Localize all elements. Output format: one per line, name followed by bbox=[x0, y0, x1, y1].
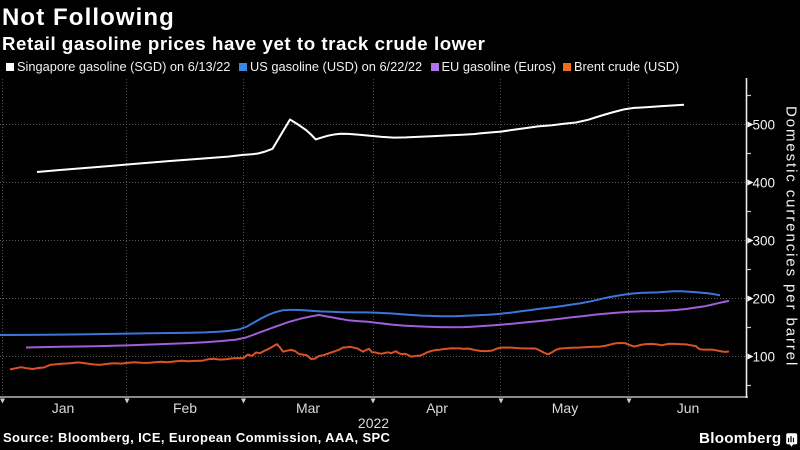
svg-text:300: 300 bbox=[753, 234, 776, 249]
svg-text:2022: 2022 bbox=[358, 415, 389, 431]
svg-text:Jan: Jan bbox=[52, 400, 75, 416]
svg-text:May: May bbox=[552, 400, 578, 416]
svg-text:Apr: Apr bbox=[426, 400, 448, 416]
svg-text:500: 500 bbox=[753, 118, 776, 133]
svg-text:100: 100 bbox=[753, 350, 776, 365]
svg-text:200: 200 bbox=[753, 292, 776, 307]
svg-text:Jun: Jun bbox=[677, 400, 700, 416]
svg-text:Mar: Mar bbox=[296, 400, 320, 416]
svg-text:Domestic currencies per barrel: Domestic currencies per barrel bbox=[783, 106, 800, 367]
svg-text:400: 400 bbox=[753, 176, 776, 191]
svg-text:Feb: Feb bbox=[173, 400, 197, 416]
